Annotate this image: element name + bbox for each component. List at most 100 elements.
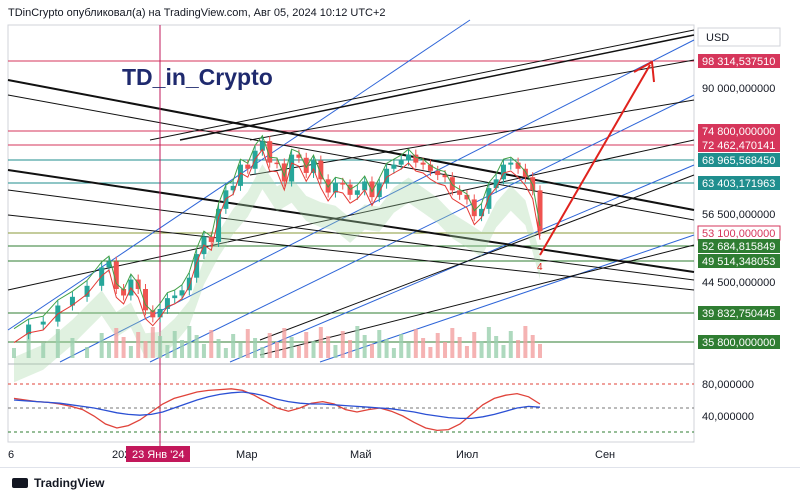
- volume-bar: [362, 335, 367, 358]
- candle-body: [296, 154, 302, 158]
- cursor-date-label: 23 Янв '24: [132, 449, 185, 461]
- candle-body: [391, 164, 397, 169]
- candle-body: [340, 182, 346, 185]
- moving-average-red: [13, 148, 541, 344]
- cursor-date-box: [126, 446, 190, 462]
- candle-body: [216, 208, 222, 242]
- candle-body: [522, 168, 528, 178]
- moving-average-green: [13, 134, 541, 330]
- candle-body: [420, 162, 426, 165]
- volume-bar: [399, 334, 404, 358]
- candle-body: [267, 141, 273, 163]
- candle-body: [186, 277, 192, 291]
- price-label-box: [698, 254, 780, 268]
- candle-body: [150, 310, 156, 318]
- volume-bar: [282, 328, 287, 358]
- candle-body: [442, 175, 448, 178]
- candle-body: [194, 254, 200, 278]
- volume-bar: [41, 343, 46, 358]
- price-label: 35 800,000000: [702, 337, 775, 349]
- tradingview-logo[interactable]: TradingView: [12, 476, 104, 490]
- candle-body: [449, 177, 455, 191]
- black-trend-line: [249, 59, 695, 141]
- candle-body: [281, 163, 287, 182]
- price-label: 52 684,815849: [702, 241, 775, 253]
- volume-bar: [296, 346, 301, 358]
- price-axis-tick: 90 000,000000: [702, 83, 775, 95]
- volume-bar: [165, 345, 170, 358]
- volume-bar: [172, 331, 177, 358]
- volume-bar: [413, 329, 418, 358]
- candle-body: [143, 289, 148, 311]
- volume-bar: [128, 346, 133, 358]
- candle-body: [325, 179, 331, 193]
- volume-bar: [12, 348, 16, 358]
- volume-bar: [391, 348, 396, 358]
- candle-body: [237, 164, 243, 186]
- volume-bar: [516, 340, 521, 358]
- time-axis-tick: 6: [8, 449, 14, 461]
- candle-body: [172, 295, 178, 299]
- blue-channel-line: [149, 94, 695, 363]
- oscillator-series: [13, 391, 541, 420]
- volume-bar: [340, 331, 345, 358]
- oscillator-series: [13, 388, 541, 432]
- candle-body: [369, 181, 375, 198]
- volume-bar: [114, 328, 119, 358]
- candle-body: [479, 208, 485, 217]
- brand-title: TD_in_Crypto: [122, 64, 273, 90]
- volume-bar: [260, 347, 265, 358]
- volume-bar: [443, 342, 448, 358]
- volume-bar: [106, 342, 111, 358]
- time-axis-tick: Июл: [456, 449, 478, 461]
- volume-bar: [245, 329, 250, 358]
- ichimoku-cloud: [14, 164, 540, 383]
- candle-body: [311, 160, 317, 173]
- candle-body: [530, 177, 536, 191]
- candle-body: [157, 308, 163, 318]
- volume-bar: [85, 347, 90, 358]
- candle-body: [259, 141, 265, 151]
- time-axis-tick: Мар: [236, 449, 258, 461]
- candle-body: [398, 160, 404, 165]
- price-label-box: [698, 176, 780, 190]
- candle-body: [106, 261, 112, 268]
- volume-bar: [435, 333, 440, 358]
- volume-bar: [428, 347, 433, 358]
- candle-body: [406, 154, 411, 161]
- volume-bar: [369, 344, 374, 358]
- volume-bar: [333, 345, 338, 358]
- footer: TradingView: [0, 467, 800, 498]
- volume-bar: [457, 337, 462, 358]
- black-trend-line: [7, 214, 695, 291]
- candle-body: [500, 164, 506, 180]
- volume-bar: [201, 344, 206, 358]
- candle-body: [486, 188, 492, 209]
- price-label-box: [698, 54, 780, 68]
- price-label: 68 965,568450: [702, 155, 775, 167]
- price-label-box: [698, 239, 780, 253]
- candle-body: [537, 190, 543, 232]
- volume-bar: [530, 335, 535, 358]
- volume-bar: [231, 334, 236, 358]
- price-label-box: [698, 335, 780, 349]
- volume-bar: [486, 327, 491, 358]
- candle-body: [384, 168, 390, 184]
- volume-bar: [143, 341, 148, 358]
- volume-bar: [508, 331, 513, 358]
- volume-bar: [194, 335, 199, 358]
- price-label: 72 462,470141: [702, 140, 775, 152]
- currency-label: USD: [706, 32, 729, 44]
- volume-bar: [289, 337, 294, 358]
- volume-bar: [311, 341, 316, 358]
- candle-body: [179, 290, 185, 296]
- volume-bar: [472, 332, 477, 358]
- publish-header: TDinCrypto опубликовал(а) на TradingView…: [8, 7, 386, 19]
- candle-body: [464, 194, 470, 200]
- candle-body: [303, 157, 309, 173]
- volume-bar: [267, 333, 272, 358]
- black-trend-line: [7, 169, 695, 273]
- projection-arrow: [539, 64, 651, 256]
